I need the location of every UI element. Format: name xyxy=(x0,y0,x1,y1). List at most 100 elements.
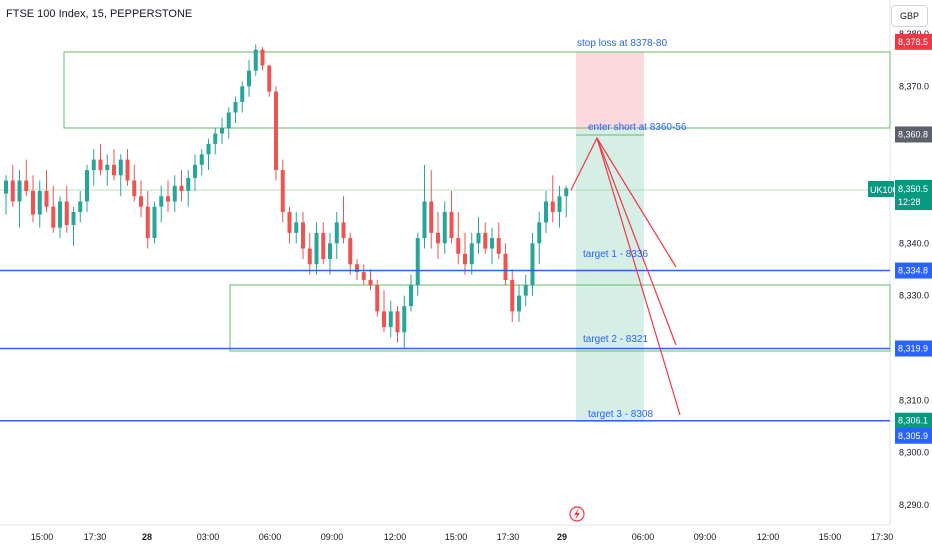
candle xyxy=(490,227,494,265)
candle xyxy=(429,170,434,249)
candle xyxy=(4,175,8,215)
svg-text:8,305.9: 8,305.9 xyxy=(898,431,928,441)
candle xyxy=(105,154,110,186)
stop-loss-zone xyxy=(576,52,644,130)
candles xyxy=(4,44,569,348)
candle xyxy=(334,211,339,260)
candle xyxy=(145,190,150,249)
candle xyxy=(24,159,29,197)
candle xyxy=(503,243,508,286)
candle xyxy=(375,279,380,317)
candle xyxy=(422,164,427,249)
candle xyxy=(64,185,69,233)
candle xyxy=(112,149,116,181)
x-tick-label: 17:30 xyxy=(497,532,520,542)
candle xyxy=(395,306,400,343)
candle xyxy=(456,211,461,265)
x-tick-label: 17:30 xyxy=(871,532,894,542)
candle xyxy=(166,180,170,212)
candle xyxy=(125,149,130,186)
candle xyxy=(550,175,555,223)
candle xyxy=(355,259,359,280)
candle xyxy=(247,60,251,97)
candle xyxy=(544,190,548,233)
extra-price-label: 8,378.5 xyxy=(895,33,932,50)
candle xyxy=(267,65,272,97)
candle xyxy=(274,86,278,181)
target3-note: target 3 - 8308 xyxy=(588,409,653,420)
candle xyxy=(483,222,488,254)
candle xyxy=(328,232,332,275)
candle xyxy=(469,232,474,275)
level-price-label: 8,334.8 xyxy=(895,262,932,279)
candle xyxy=(132,164,137,202)
svg-text:8,378.5: 8,378.5 xyxy=(898,37,928,47)
x-tick-label: 09:00 xyxy=(694,532,717,542)
y-tick-label: 8,330.0 xyxy=(899,291,929,301)
candle xyxy=(226,107,231,139)
support-box xyxy=(229,284,891,352)
candle xyxy=(280,159,285,223)
candle xyxy=(253,44,258,76)
candle xyxy=(37,180,42,228)
candle xyxy=(476,217,481,254)
extra-price-label: 8,360.8 xyxy=(895,126,932,143)
candle xyxy=(139,180,143,218)
candle xyxy=(193,154,197,191)
target-zone xyxy=(576,130,644,422)
candle xyxy=(321,222,326,265)
candle xyxy=(382,290,386,333)
x-tick-label: 28 xyxy=(142,532,152,542)
candle xyxy=(186,170,191,207)
svg-text:8,319.9: 8,319.9 xyxy=(898,344,928,354)
currency-button[interactable]: GBP xyxy=(891,5,928,27)
x-tick-label: 17:30 xyxy=(84,532,107,542)
candle xyxy=(294,211,299,244)
candle xyxy=(557,185,562,228)
target2-note: target 2 - 8321 xyxy=(583,334,648,345)
candle xyxy=(409,274,413,312)
stop-loss-note: stop loss at 8378-80 xyxy=(577,38,667,49)
level-price-label: 8,306.1 xyxy=(895,412,932,429)
candle xyxy=(58,196,62,239)
candle xyxy=(159,185,164,223)
candle xyxy=(368,269,373,291)
x-tick-label: 06:00 xyxy=(259,532,282,542)
candle xyxy=(44,170,49,212)
y-tick-label: 8,290.0 xyxy=(899,500,929,510)
y-tick-label: 8,300.0 xyxy=(899,448,929,458)
candle xyxy=(220,117,224,144)
candle xyxy=(91,149,96,186)
x-tick-label: 29 xyxy=(557,532,567,542)
candle xyxy=(17,170,22,228)
projection-lines xyxy=(570,136,681,416)
candle xyxy=(510,269,515,322)
candle xyxy=(152,201,157,244)
candle xyxy=(496,222,501,260)
x-tick-label: 15:00 xyxy=(819,532,842,542)
y-tick-label: 8,340.0 xyxy=(899,238,929,248)
x-tick-label: 06:00 xyxy=(632,532,655,542)
x-tick-label: 15:00 xyxy=(445,532,468,542)
candle xyxy=(233,96,238,123)
level-price-label: 8,319.9 xyxy=(895,340,932,357)
svg-text:8,360.8: 8,360.8 xyxy=(898,129,928,139)
candle xyxy=(564,185,569,218)
candle xyxy=(442,201,447,254)
candle xyxy=(301,211,305,260)
candle xyxy=(314,222,319,275)
candle xyxy=(517,285,521,322)
candle xyxy=(523,274,528,307)
candle xyxy=(213,128,218,155)
candle xyxy=(415,232,420,296)
candle xyxy=(260,47,265,71)
candle xyxy=(436,211,440,260)
candle xyxy=(51,185,56,233)
x-tick-label: 09:00 xyxy=(321,532,344,542)
countdown-label: 12:28 xyxy=(898,197,921,207)
lightning-icon[interactable] xyxy=(569,506,585,522)
candle xyxy=(31,175,35,223)
candle xyxy=(98,143,103,176)
x-ticks: 15:00 17:30 28 03:00 06:00 09:00 12:00 15:00 17:… xyxy=(31,532,894,542)
